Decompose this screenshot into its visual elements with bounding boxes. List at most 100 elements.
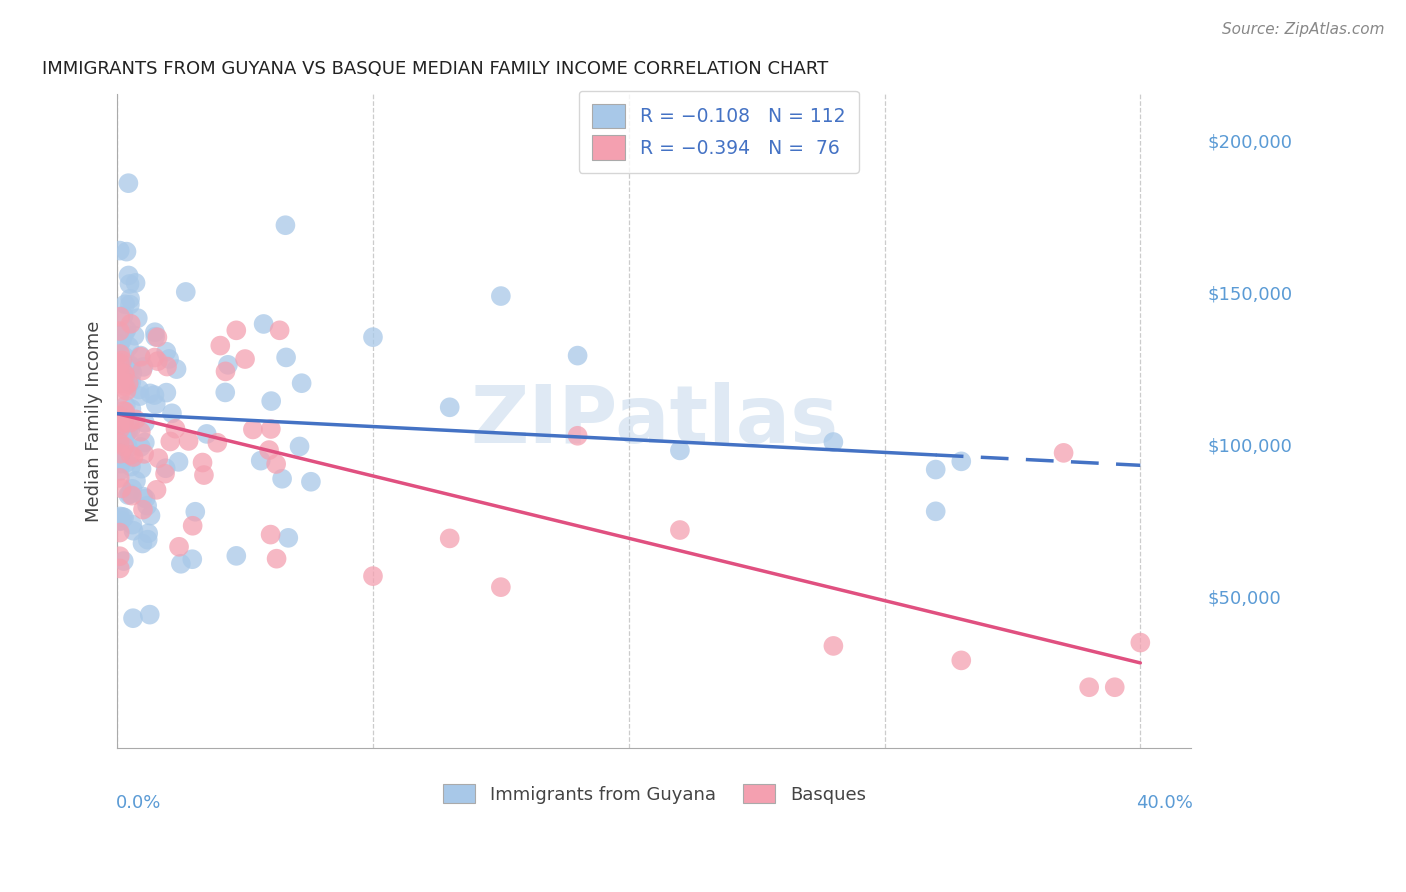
Point xyxy=(120,448,142,462)
Point xyxy=(1078,680,1101,694)
Point xyxy=(439,532,461,546)
Point xyxy=(120,375,142,389)
Point xyxy=(252,317,274,331)
Point xyxy=(209,338,232,352)
Point xyxy=(134,435,156,450)
Point xyxy=(125,474,148,488)
Point xyxy=(155,385,177,400)
Point xyxy=(271,472,294,486)
Point xyxy=(112,309,135,323)
Point xyxy=(114,368,136,383)
Text: 40.0%: 40.0% xyxy=(1136,794,1192,812)
Point xyxy=(131,461,153,475)
Point xyxy=(108,365,131,379)
Point xyxy=(134,416,156,430)
Point xyxy=(156,359,179,374)
Point xyxy=(225,549,247,563)
Point xyxy=(108,446,131,460)
Point xyxy=(225,323,247,337)
Point xyxy=(112,554,135,568)
Point xyxy=(120,459,142,474)
Point xyxy=(114,416,136,430)
Point xyxy=(170,557,193,571)
Point xyxy=(242,422,264,436)
Y-axis label: Median Family Income: Median Family Income xyxy=(86,320,103,522)
Point xyxy=(129,440,152,454)
Point xyxy=(110,310,132,324)
Point xyxy=(108,347,131,361)
Point xyxy=(108,514,131,528)
Point xyxy=(136,499,159,513)
Point xyxy=(108,525,131,540)
Point xyxy=(114,350,136,364)
Point xyxy=(139,386,162,401)
Point xyxy=(111,429,134,443)
Point xyxy=(143,351,166,365)
Point xyxy=(118,339,141,353)
Point xyxy=(121,366,143,380)
Point xyxy=(108,418,131,433)
Point xyxy=(127,311,149,326)
Point xyxy=(108,471,131,485)
Point xyxy=(110,386,132,401)
Point xyxy=(823,435,845,450)
Point xyxy=(145,483,167,497)
Point xyxy=(131,536,153,550)
Point xyxy=(257,443,280,458)
Point xyxy=(124,276,146,290)
Point xyxy=(191,456,214,470)
Point xyxy=(274,351,297,365)
Point xyxy=(108,409,131,424)
Point xyxy=(489,580,512,594)
Point xyxy=(114,407,136,421)
Point xyxy=(111,353,134,368)
Point xyxy=(288,440,311,454)
Text: Source: ZipAtlas.com: Source: ZipAtlas.com xyxy=(1222,22,1385,37)
Point xyxy=(249,453,271,467)
Point xyxy=(157,351,180,366)
Point xyxy=(108,444,131,458)
Point xyxy=(260,422,283,436)
Point xyxy=(136,533,159,547)
Point xyxy=(823,639,845,653)
Point xyxy=(489,289,512,303)
Point xyxy=(132,502,155,516)
Point xyxy=(132,490,155,504)
Point xyxy=(131,363,153,377)
Point xyxy=(110,514,132,528)
Point xyxy=(1104,680,1126,694)
Point xyxy=(155,461,177,475)
Point xyxy=(139,607,162,622)
Point xyxy=(361,330,384,344)
Point xyxy=(120,317,142,331)
Point xyxy=(110,481,132,495)
Point xyxy=(166,362,188,376)
Point xyxy=(118,487,141,501)
Point xyxy=(195,426,218,441)
Point xyxy=(118,375,141,389)
Point xyxy=(950,454,973,468)
Point xyxy=(117,268,139,283)
Point xyxy=(291,376,314,391)
Point xyxy=(108,464,131,478)
Point xyxy=(108,244,131,258)
Point xyxy=(114,425,136,439)
Point xyxy=(108,374,131,388)
Point xyxy=(155,344,177,359)
Point xyxy=(128,383,150,397)
Point xyxy=(214,385,236,400)
Point xyxy=(181,518,204,533)
Point xyxy=(117,376,139,391)
Point xyxy=(108,435,131,450)
Point xyxy=(120,358,142,372)
Point xyxy=(110,457,132,471)
Point xyxy=(112,510,135,524)
Point xyxy=(120,292,142,306)
Point xyxy=(108,509,131,524)
Point xyxy=(117,441,139,455)
Point xyxy=(269,323,291,337)
Point xyxy=(264,457,287,471)
Point xyxy=(117,176,139,190)
Point xyxy=(165,422,187,436)
Point xyxy=(129,350,152,364)
